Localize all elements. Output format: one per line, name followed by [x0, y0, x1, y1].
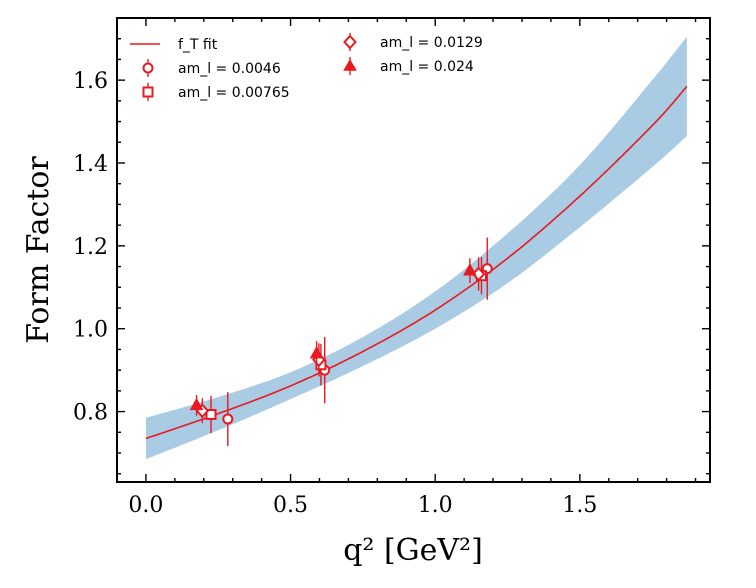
- legend-circle-marker: [142, 59, 154, 77]
- legend-square-marker: [142, 83, 154, 101]
- y-tick-label: 0.8: [73, 401, 108, 426]
- y-tick-label: 1.2: [73, 235, 108, 260]
- x-tick-label: 0.5: [273, 493, 308, 518]
- legend-series-2-label: am_l = 0.0129: [380, 35, 483, 51]
- x-tick-labels: 0.0 0.5 1.0 1.5: [128, 493, 597, 518]
- legend-series-1-label: am_l = 0.00765: [178, 85, 290, 101]
- data-point-triangle: [189, 395, 204, 416]
- y-tick-label: 1.4: [73, 152, 108, 177]
- legend: f_T fit am_l = 0.0046 am_l = 0.00765 am_…: [130, 33, 483, 101]
- y-axis-title: Form Factor: [21, 156, 56, 344]
- x-tick-label: 0.0: [128, 493, 163, 518]
- y-tick-label: 1.0: [73, 318, 108, 343]
- data-point-circle: [222, 392, 234, 446]
- plot-frame: [116, 17, 711, 483]
- legend-diamond-marker: [343, 33, 357, 51]
- data-points: [189, 237, 493, 446]
- x-tick-label: 1.0: [418, 493, 453, 518]
- data-point-triangle: [463, 258, 477, 284]
- x-tick-label: 1.5: [562, 493, 597, 518]
- fit-curve: [145, 85, 688, 440]
- axis-ticks: [117, 17, 710, 482]
- data-point-square: [205, 395, 217, 434]
- y-tick-label: 1.6: [73, 69, 108, 94]
- data-point-triangle: [309, 341, 324, 366]
- plot-area: [145, 36, 688, 460]
- x-axis-title: q² [GeV²]: [343, 533, 483, 568]
- y-tick-labels: 0.8 1.0 1.2 1.4 1.6: [73, 69, 108, 425]
- fit-uncertainty-band: [145, 36, 687, 460]
- legend-series-3-label: am_l = 0.024: [380, 59, 474, 75]
- legend-triangle-marker: [343, 57, 357, 75]
- legend-fit-label: f_T fit: [178, 37, 218, 53]
- legend-series-0-label: am_l = 0.0046: [178, 61, 281, 77]
- data-point-diamond: [471, 257, 486, 291]
